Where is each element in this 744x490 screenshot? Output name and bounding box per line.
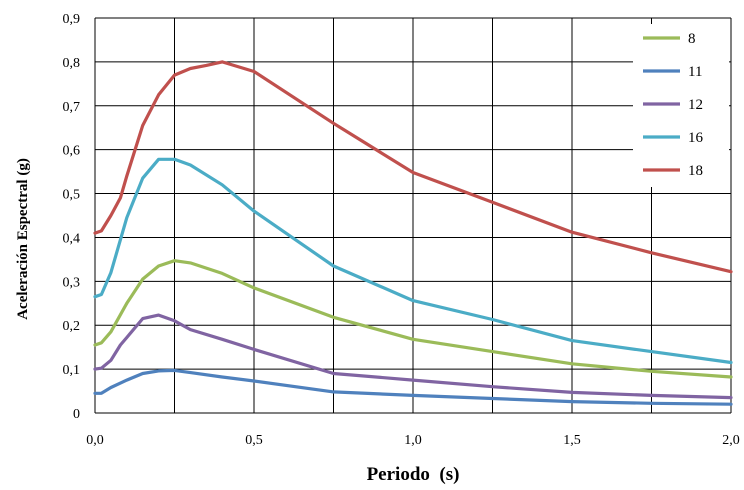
y-tick-label: 0,3	[63, 275, 81, 290]
gridlines	[94, 17, 732, 414]
y-tick-label: 0,9	[63, 12, 81, 27]
x-axis-title: Periodo (s)	[367, 464, 460, 485]
series-line-12	[93, 313, 733, 400]
y-tick-label: 0,5	[63, 188, 81, 203]
y-tick-label: 0,8	[63, 56, 81, 71]
series-lines	[93, 60, 733, 406]
legend-label-8: 8	[688, 31, 696, 47]
series-line-18	[93, 60, 733, 274]
x-tick-label: 0,0	[86, 433, 104, 448]
legend-label-18: 18	[688, 163, 703, 179]
tick-labels: 0,0 0,5 1,0 1,5 2,0 0 0,1 0,2 0,3 0,4 0,5 0,6 0,7 0,8…	[63, 12, 740, 448]
y-tick-label: 0,6	[63, 144, 81, 159]
y-tick-label: 0,4	[63, 231, 81, 246]
series-line-16	[93, 157, 733, 365]
legend: 8 11 12 16 18	[633, 24, 729, 187]
y-tick-label: 0,2	[63, 319, 81, 334]
legend-label-11: 11	[688, 64, 702, 80]
legend-label-12: 12	[688, 97, 703, 113]
legend-label-16: 16	[688, 130, 704, 146]
x-tick-label: 2,0	[722, 433, 740, 448]
x-tick-label: 1,0	[404, 433, 422, 448]
y-axis-title: Aceleración Espectral (g)	[15, 158, 31, 320]
series-line-8	[93, 259, 733, 379]
x-tick-label: 1,5	[563, 433, 581, 448]
y-tick-label: 0	[73, 407, 80, 422]
y-tick-label: 0,1	[63, 363, 81, 378]
x-tick-label: 0,5	[245, 433, 263, 448]
y-tick-label: 0,7	[63, 100, 81, 115]
series-line-11	[93, 368, 733, 406]
